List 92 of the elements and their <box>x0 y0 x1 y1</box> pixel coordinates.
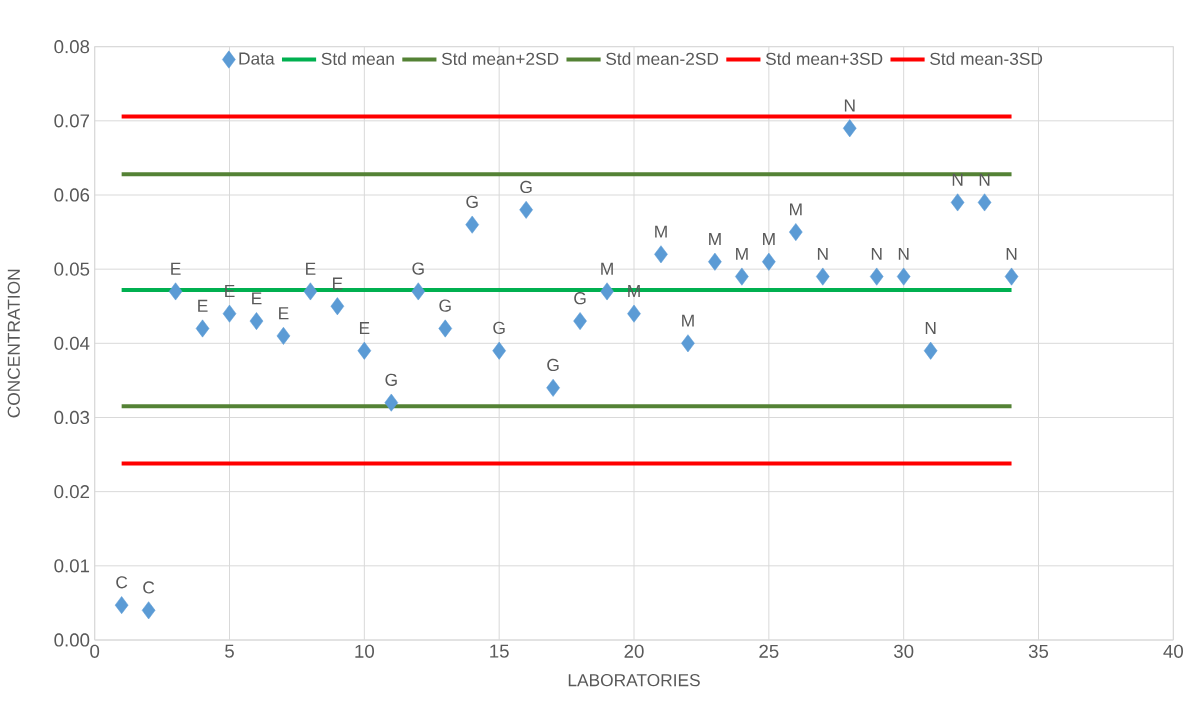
legend-label: Std mean <box>321 52 394 65</box>
point <box>708 252 722 271</box>
point <box>222 304 237 323</box>
point <box>735 267 749 286</box>
annotation: C <box>143 581 155 594</box>
x-tick-label: 30 <box>894 644 914 658</box>
point <box>573 312 587 331</box>
legend-label: Std mean-2SD <box>606 52 719 65</box>
point <box>438 319 453 338</box>
x-tick-label: 15 <box>490 644 509 658</box>
point <box>303 282 318 301</box>
annotation: E <box>333 277 343 290</box>
annotation: E <box>252 292 262 305</box>
annotation: M <box>655 225 667 238</box>
point <box>654 245 668 264</box>
y-tick-label: 0.05 <box>54 262 90 276</box>
point <box>168 282 183 301</box>
x-tick-label: 35 <box>1028 644 1049 658</box>
annotation: G <box>574 292 586 305</box>
annotation: G <box>412 262 424 275</box>
annotation: N <box>1006 247 1017 260</box>
annotation: M <box>763 233 775 246</box>
y-tick-label: 0.01 <box>54 559 90 573</box>
y-tick-label: 0.00 <box>54 633 90 647</box>
annotation: G <box>493 321 505 335</box>
x-tick-label: 0 <box>90 644 100 658</box>
point <box>789 223 803 242</box>
point <box>330 297 345 316</box>
y-tick-label: 0.06 <box>54 188 90 202</box>
annotation: E <box>359 322 370 335</box>
point <box>977 193 992 212</box>
point <box>546 378 560 397</box>
annotation: C <box>116 576 128 589</box>
annotation: M <box>736 247 748 260</box>
legend-label: Data <box>239 52 275 65</box>
annotation: N <box>871 247 882 260</box>
point <box>141 601 156 620</box>
annotation: N <box>844 99 855 112</box>
annotation: G <box>547 358 559 372</box>
annotation: G <box>385 373 397 386</box>
point <box>842 119 857 138</box>
point <box>195 319 210 338</box>
point <box>114 596 129 615</box>
point <box>896 267 911 286</box>
x-tick-label: 10 <box>355 644 374 658</box>
point <box>681 334 695 353</box>
point <box>762 252 776 271</box>
x-tick-label: 25 <box>759 644 779 658</box>
annotation: G <box>466 195 478 208</box>
legend-label: Std mean+2SD <box>441 52 559 65</box>
point <box>249 312 264 331</box>
annotation: N <box>979 173 990 186</box>
point <box>276 326 291 345</box>
legend-label: Std mean-3SD <box>930 52 1043 65</box>
annotation: M <box>790 203 802 216</box>
point <box>357 341 372 360</box>
annotation: G <box>520 180 532 194</box>
point <box>411 282 426 301</box>
annotation: N <box>817 247 828 260</box>
y-axis-title: CONCENTRATION <box>7 269 20 418</box>
x-tick-label: 40 <box>1163 644 1183 658</box>
annotation: M <box>709 233 721 246</box>
point <box>923 341 938 360</box>
y-tick-label: 0.02 <box>54 485 90 499</box>
y-tick-label: 0.08 <box>54 40 90 54</box>
x-axis-title: LABORATORIES <box>568 674 700 687</box>
annotation: E <box>198 299 208 312</box>
annotation: G <box>439 299 451 312</box>
annotation: M <box>682 314 694 327</box>
y-tick-label: 0.04 <box>54 336 90 350</box>
x-tick-label: 20 <box>624 644 644 658</box>
point <box>384 393 399 412</box>
point <box>1004 267 1019 286</box>
point <box>869 267 884 286</box>
annotation: E <box>171 262 181 275</box>
y-tick-label: 0.07 <box>54 114 90 128</box>
annotation: N <box>952 173 963 186</box>
annotation: M <box>601 262 613 275</box>
x-tick-label: 5 <box>225 644 234 658</box>
point <box>465 215 479 234</box>
point <box>600 282 614 301</box>
annotation: E <box>306 262 316 275</box>
y-tick-label: 0.03 <box>54 410 90 425</box>
legend-label: Std mean+3SD <box>765 52 883 65</box>
point <box>950 193 965 212</box>
annotation: N <box>898 247 909 260</box>
point <box>627 304 641 323</box>
point <box>492 341 506 360</box>
point <box>816 267 830 286</box>
annotation: N <box>925 322 936 335</box>
annotation: E <box>279 307 289 320</box>
point <box>519 200 533 219</box>
